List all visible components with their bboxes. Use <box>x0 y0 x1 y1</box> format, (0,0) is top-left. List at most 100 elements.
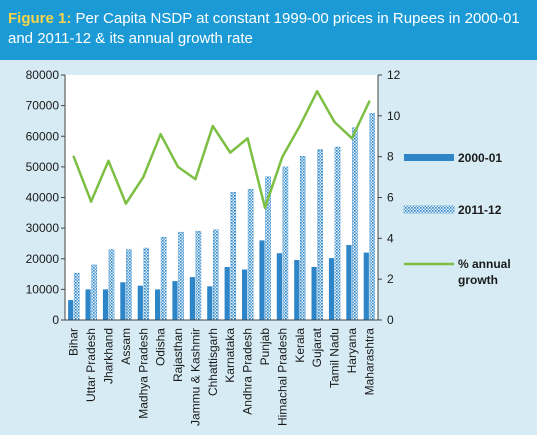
legend-label-2000-01: 2000-01 <box>458 151 502 165</box>
left-tick-label-30000: 30000 <box>26 221 60 235</box>
bar-2000-01-assam <box>120 282 126 320</box>
right-tick-label-4: 4 <box>387 231 394 245</box>
growth-point-haryana <box>350 137 354 140</box>
growth-point-andhra-pradesh <box>246 137 249 140</box>
bar-2011-12-jharkhand <box>108 249 115 321</box>
x-tick-label-rajasthan: Rajasthan <box>171 328 185 382</box>
bar-2011-12-assam <box>126 249 132 321</box>
x-tick-label-uttar-pradesh: Uttar Pradesh <box>84 328 98 402</box>
legend-swatch-2011-12 <box>404 206 454 213</box>
x-tick-label-maharashtra: Maharashtra <box>362 328 376 396</box>
bar-2000-01-maharashtra <box>363 252 369 320</box>
x-tick-label-karnataka: Karnataka <box>223 328 237 383</box>
bar-2000-01-bihar <box>68 300 74 320</box>
x-tick-label-bihar: Bihar <box>67 328 81 356</box>
bar-2011-12-bihar <box>73 272 80 321</box>
x-tick-label-tamil-nadu: Tamil Nadu <box>328 328 342 388</box>
left-tick-label-80000: 80000 <box>26 68 60 82</box>
bar-2000-01-rajasthan <box>172 281 178 320</box>
growth-point-bihar <box>72 155 75 158</box>
bar-2000-01-tamil-nadu <box>328 258 335 320</box>
growth-point-assam <box>124 202 128 205</box>
left-tick-label-40000: 40000 <box>26 191 60 205</box>
bar-2000-01-andhra-pradesh <box>242 269 248 320</box>
x-tick-label-madhya-pradesh: Madhya Pradesh <box>136 328 150 419</box>
x-tick-label-haryana: Haryana <box>345 328 359 374</box>
bar-2011-12-odisha <box>160 237 167 321</box>
growth-point-odisha <box>159 133 162 136</box>
left-tick-label-50000: 50000 <box>26 160 60 174</box>
bar-2011-12-gujarat <box>317 149 323 321</box>
bar-2011-12-karnataka <box>230 192 236 321</box>
bar-2000-01-jammu-kashmir <box>189 277 195 320</box>
bar-2011-12-uttar-pradesh <box>91 264 97 321</box>
growth-rate-line <box>72 90 371 209</box>
right-tick-label-6: 6 <box>387 191 394 205</box>
figure-title: Figure 1: Per Capita NSDP at constant 19… <box>0 0 537 60</box>
growth-point-karnataka <box>229 151 232 154</box>
legend-label-growth-1: % annual <box>458 257 511 271</box>
x-tick-label-jammu-kashmir: Jammu & Kashmir <box>188 328 202 426</box>
x-tick-label-jharkhand: Jharkhand <box>101 328 115 384</box>
growth-point-tamil-nadu <box>333 120 336 124</box>
x-tick-label-odisha: Odisha <box>154 328 168 366</box>
bar-2011-12-kerala <box>299 156 306 321</box>
bar-2000-01-madhya-pradesh <box>137 285 143 320</box>
left-tick-label-20000: 20000 <box>26 252 60 266</box>
bar-2011-12-chhattisgarh <box>213 229 219 321</box>
bar-2000-01-punjab <box>259 240 265 320</box>
bar-2000-01-himachal-pradesh <box>276 253 282 320</box>
right-tick-label-0: 0 <box>387 313 394 327</box>
left-tick-label-70000: 70000 <box>26 99 60 113</box>
growth-line-layer <box>72 90 371 209</box>
growth-point-kerala <box>298 124 301 128</box>
growth-point-maharashtra <box>368 100 371 103</box>
x-tick-label-himachal-pradesh: Himachal Pradesh <box>275 328 289 426</box>
x-tick-label-chhattisgarh: Chhattisgarh <box>206 328 220 396</box>
bar-2011-12-himachal-pradesh <box>282 166 289 321</box>
bar-2000-01-karnataka <box>224 267 230 320</box>
x-tick-label-kerala: Kerala <box>293 328 307 363</box>
right-tick-label-8: 8 <box>387 150 394 164</box>
x-tick-label-punjab: Punjab <box>258 328 272 366</box>
growth-point-jammu-kashmir <box>194 177 197 181</box>
right-tick-label-12: 12 <box>387 68 401 82</box>
bar-2011-12-jammu-kashmir <box>195 231 202 321</box>
growth-point-rajasthan <box>176 165 180 169</box>
x-tick-label-assam: Assam <box>119 328 133 365</box>
legend: 2000-01 2011-12 % annual growth <box>403 151 511 287</box>
growth-point-punjab <box>263 206 267 209</box>
bar-2000-01-chhattisgarh <box>207 286 213 320</box>
growth-point-chhattisgarh <box>211 124 214 128</box>
bar-2011-12-maharashtra <box>369 113 376 321</box>
right-tick-label-2: 2 <box>387 272 394 286</box>
bar-2011-12-haryana <box>352 127 358 321</box>
left-tick-label-60000: 60000 <box>26 129 60 143</box>
bar-2011-12-madhya-pradesh <box>143 247 150 321</box>
category-labels: Bihar Uttar Pradesh Jharkhand Assam Madhya P… <box>67 327 377 426</box>
bar-2011-12-tamil-nadu <box>334 146 341 321</box>
growth-point-madhya-pradesh <box>142 175 145 179</box>
growth-point-himachal-pradesh <box>281 155 284 158</box>
left-tick-label-10000: 10000 <box>26 282 60 296</box>
bar-2000-01-gujarat <box>311 267 317 320</box>
plot-area <box>65 75 378 320</box>
legend-label-growth-2: growth <box>458 273 498 287</box>
bar-2011-12-rajasthan <box>178 231 184 321</box>
legend-swatch-2000-01 <box>404 154 454 161</box>
figure-title-text: Per Capita NSDP at constant 1999-00 pric… <box>8 10 520 47</box>
bar-2000-01-haryana <box>346 245 352 320</box>
bar-2000-01-uttar-pradesh <box>85 289 91 320</box>
growth-point-uttar-pradesh <box>89 200 93 203</box>
ticks-layer: 0 10000 20000 30000 40000 50000 60000 70000 8000… <box>26 68 401 327</box>
left-tick-label-0: 0 <box>52 313 59 327</box>
x-tick-label-andhra-pradesh: Andhra Pradesh <box>241 328 255 415</box>
growth-point-gujarat <box>315 90 319 93</box>
bar-2000-01-kerala <box>294 260 300 320</box>
legend-label-2011-12: 2011-12 <box>458 203 502 217</box>
x-tick-label-gujarat: Gujarat <box>310 327 324 367</box>
growth-point-jharkhand <box>107 159 110 162</box>
bar-2011-12-andhra-pradesh <box>247 189 254 321</box>
chart: 0 10000 20000 30000 40000 50000 60000 70000 8000… <box>26 68 511 426</box>
